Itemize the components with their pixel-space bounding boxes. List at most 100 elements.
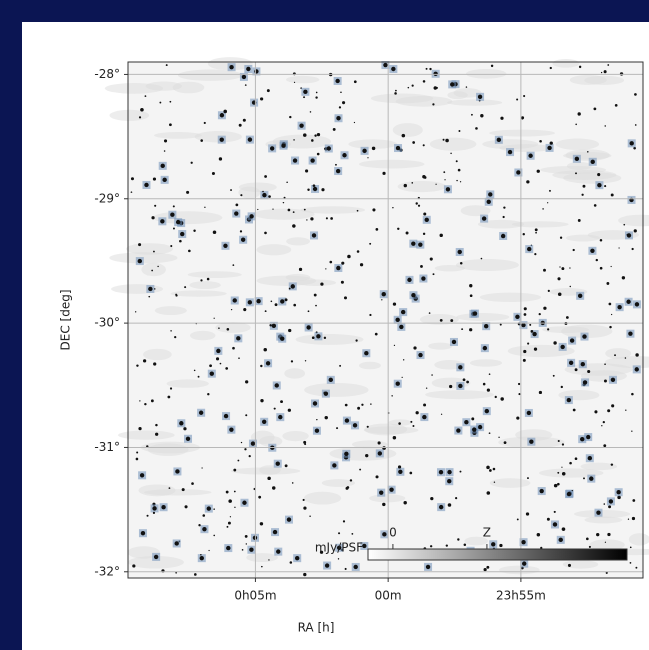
star	[144, 95, 147, 97]
star	[357, 406, 361, 410]
star	[623, 223, 626, 226]
star	[140, 107, 144, 112]
background-texture	[479, 292, 542, 302]
star	[561, 267, 565, 271]
star	[382, 446, 386, 450]
background-texture	[141, 262, 166, 277]
star	[569, 461, 572, 465]
star	[261, 419, 267, 424]
star	[289, 115, 292, 119]
star	[522, 358, 526, 362]
star	[409, 471, 413, 475]
star	[605, 571, 608, 574]
star	[533, 347, 538, 351]
star	[425, 387, 428, 389]
star	[364, 351, 369, 356]
star	[601, 425, 603, 427]
star	[162, 177, 167, 183]
star	[335, 78, 340, 84]
star	[451, 339, 457, 345]
star	[235, 203, 239, 207]
star	[483, 323, 489, 329]
star	[413, 346, 417, 350]
star	[574, 457, 578, 461]
star	[264, 175, 267, 178]
star	[389, 487, 394, 492]
star	[455, 160, 458, 163]
star	[411, 241, 416, 246]
star	[516, 518, 519, 521]
star	[303, 506, 307, 510]
star	[603, 444, 607, 448]
star	[344, 418, 350, 423]
star	[482, 345, 488, 351]
star	[287, 208, 291, 212]
star	[137, 258, 142, 264]
star	[310, 217, 314, 221]
star	[312, 186, 318, 192]
star	[315, 91, 318, 94]
star	[362, 543, 367, 549]
y-tick-label: -28°	[94, 67, 120, 81]
star	[392, 302, 397, 306]
star	[372, 208, 376, 212]
star	[264, 231, 267, 235]
star	[483, 567, 487, 572]
star	[465, 86, 468, 88]
star	[338, 106, 342, 109]
star	[332, 127, 336, 131]
star	[159, 101, 162, 104]
star	[293, 139, 295, 141]
background-texture	[154, 306, 187, 316]
star	[557, 292, 562, 297]
star	[552, 522, 558, 527]
star	[634, 93, 637, 96]
star	[438, 504, 444, 510]
star	[216, 348, 221, 354]
star	[617, 495, 621, 500]
star	[526, 180, 530, 184]
star	[314, 428, 320, 433]
star	[403, 501, 407, 505]
colorbar: mJy/PSF 0 Z	[315, 526, 628, 561]
background-texture	[558, 390, 600, 401]
star	[586, 537, 589, 541]
star	[219, 362, 222, 365]
star	[311, 233, 317, 238]
star	[395, 317, 400, 323]
star	[190, 161, 193, 164]
star	[582, 334, 587, 339]
star	[240, 441, 243, 444]
star	[457, 249, 462, 255]
star	[502, 215, 505, 219]
star	[179, 239, 182, 243]
background-texture	[584, 75, 625, 85]
star	[314, 134, 317, 137]
star	[517, 382, 521, 386]
star	[165, 64, 168, 67]
star	[316, 418, 318, 421]
star	[527, 477, 529, 480]
star	[407, 86, 410, 89]
star	[634, 124, 637, 126]
background-texture	[303, 491, 342, 505]
star	[377, 451, 383, 456]
background-texture	[429, 137, 477, 151]
star	[229, 516, 232, 518]
background-texture	[358, 159, 425, 169]
star	[578, 65, 582, 69]
background-texture	[465, 69, 507, 79]
star	[493, 481, 496, 483]
star	[148, 295, 151, 298]
background-texture	[329, 446, 397, 461]
star	[309, 111, 312, 113]
star	[458, 365, 463, 370]
star	[456, 179, 458, 182]
star	[369, 242, 372, 245]
star	[241, 549, 244, 551]
star	[293, 303, 297, 307]
star	[603, 70, 607, 74]
star	[596, 533, 600, 537]
star	[547, 289, 550, 292]
star	[281, 143, 286, 148]
